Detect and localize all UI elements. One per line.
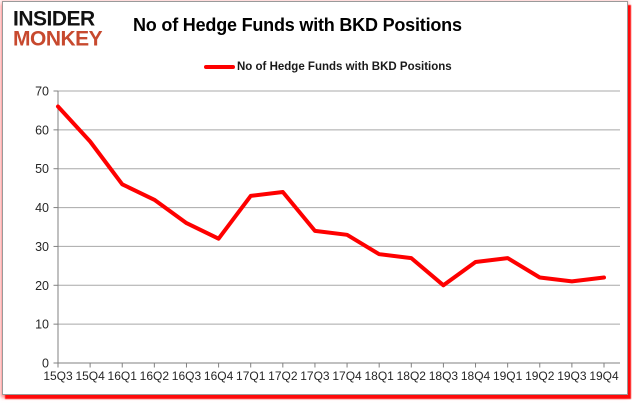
x-tick-label: 18Q1 xyxy=(364,369,394,383)
y-tick-label: 60 xyxy=(35,123,49,137)
y-tick-label: 70 xyxy=(35,85,49,99)
x-tick-label: 17Q4 xyxy=(332,369,362,383)
insider-monkey-logo: INSIDER MONKEY xyxy=(13,6,103,51)
x-tick-label: 16Q4 xyxy=(204,369,234,383)
series-line xyxy=(56,104,606,288)
x-tick-label: 18Q2 xyxy=(397,369,427,383)
y-tick-label: 20 xyxy=(35,279,49,293)
logo-line-monkey: MONKEY xyxy=(13,27,103,51)
x-tick-label: 19Q4 xyxy=(589,369,619,383)
x-tick-label: 16Q1 xyxy=(108,369,138,383)
x-tick-label: 17Q3 xyxy=(300,369,330,383)
y-tick-label: 50 xyxy=(35,162,49,176)
x-tick-label: 17Q1 xyxy=(236,369,266,383)
y-tick-label: 0 xyxy=(42,357,49,371)
y-tick-label: 30 xyxy=(35,240,49,254)
x-tick-label: 19Q3 xyxy=(557,369,587,383)
x-tick-label: 18Q3 xyxy=(429,369,459,383)
x-tick-label: 19Q1 xyxy=(493,369,523,383)
y-tick-label: 40 xyxy=(35,201,49,215)
y-tick-label: 10 xyxy=(35,318,49,332)
legend-line-swatch xyxy=(204,65,235,69)
x-tick-label: 16Q3 xyxy=(172,369,202,383)
x-tick-label: 16Q2 xyxy=(140,369,170,383)
x-tick-label: 19Q2 xyxy=(525,369,555,383)
legend-label: No of Hedge Funds with BKD Positions xyxy=(237,61,452,73)
x-tick-label: 18Q4 xyxy=(461,369,491,383)
x-tick-label: 17Q2 xyxy=(268,369,298,383)
legend: No of Hedge Funds with BKD Positions xyxy=(204,60,452,74)
chart-title: No of Hedge Funds with BKD Positions xyxy=(133,15,462,35)
chart-card: INSIDER MONKEY No of Hedge Funds with BK… xyxy=(2,1,628,395)
x-tick-label: 15Q3 xyxy=(43,369,73,383)
x-tick-label: 15Q4 xyxy=(75,369,105,383)
logo-line-insider: INSIDER xyxy=(13,6,95,31)
